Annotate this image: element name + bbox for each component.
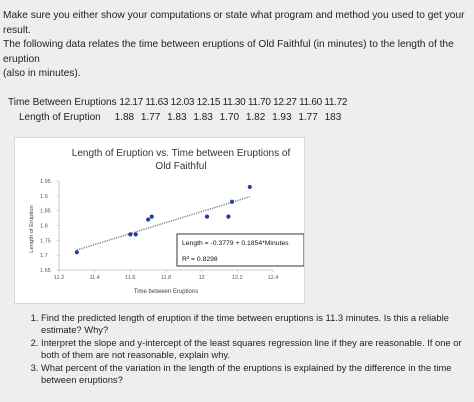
data-point [149,214,154,219]
x-tick-label: 12.2 [232,275,243,281]
instruction-line-1: Make sure you either show your computati… [3,10,465,36]
y-tick-label: 1.9 [40,194,48,200]
time-between-eruptions-label: Time Between Eruptions [8,97,117,108]
chart-title-line-1: Length of Eruption vs. Time between Erup… [72,148,291,159]
regression-equation: Length = -0.3779 + 0.1854*Minutes [182,240,289,247]
time-between-eruptions-values: 12.17 11.63 12.03 12.15 11.30 11.70 12.2… [119,97,348,108]
question-2: Interpret the slope and y-intercept of t… [41,337,470,362]
data-point [74,250,79,255]
data-point [229,199,235,204]
x-tick-label: 12.4 [268,275,279,281]
r-squared: R² = 0.8298 [182,256,218,263]
question-3: What percent of the variation in the len… [41,362,470,387]
x-tick-label: 11.4 [90,275,100,281]
y-tick-label: 1.95 [40,179,51,185]
instruction-line-2: The following data relates the time betw… [3,39,454,65]
regression-box [176,233,304,267]
x-axis-title: Time between Eruptions [134,289,198,295]
data-point [128,232,133,237]
data-table: Time Between Eruptions 12.17 11.63 12.03… [8,95,348,125]
instructions: Make sure you either show your computati… [3,9,473,82]
data-point [204,214,210,219]
scatter-chart: Length of Eruption vs. Time between Erup… [14,137,305,304]
y-axis-title: Length of Eruption [29,205,35,252]
chart-title-line-2: Old Faithful [155,161,206,172]
question-1: Find the predicted length of eruption if… [41,312,470,337]
time-between-eruptions-row: Time Between Eruptions 12.17 11.63 12.03… [8,95,348,110]
x-tick-label: 11.8 [161,275,171,281]
y-tick-label: 1.75 [40,238,51,244]
y-tick-label: 1.7 [40,253,48,259]
y-tick-label: 1.65 [40,268,51,274]
length-of-eruption-row: Length of Eruption 1.88 1.77 1.83 1.83 1… [8,110,347,125]
x-tick-label: 11.2 [54,275,64,281]
instruction-line-3: (also in minutes). [3,68,81,79]
data-point [146,217,151,222]
data-point [226,214,231,219]
y-tick-label: 1.85 [40,209,51,215]
x-tick-label: 12 [199,275,205,281]
y-tick-label: 1.8 [40,224,48,230]
chart-canvas: Length of Eruption vs. Time between Erup… [29,148,304,295]
x-tick-label: 11.6 [125,275,135,281]
questions: Find the predicted length of eruption if… [26,312,470,386]
data-point [247,184,252,190]
length-of-eruption-label: Length of Eruption [19,112,101,123]
length-of-eruption-values: 1.88 1.77 1.83 1.83 1.70 1.82 1.93 1.77 … [114,112,342,123]
data-point [133,232,138,237]
regression-annotation: Length = -0.3779 + 0.1854*Minutes R² = 0… [176,233,304,267]
